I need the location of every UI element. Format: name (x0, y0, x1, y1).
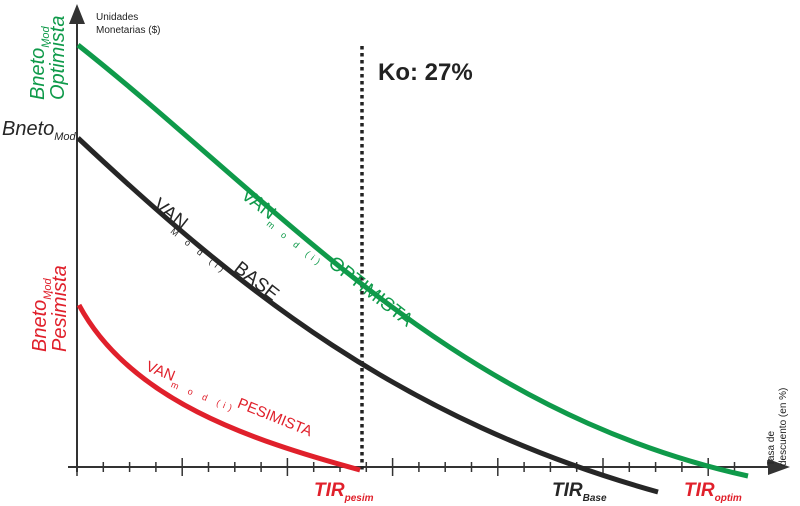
bneto-base-label: BnetoMod (2, 118, 77, 143)
tir-pesim-label: TIRpesim (314, 480, 374, 504)
ko-label: Ko: 27% (378, 59, 473, 86)
van-optimista-label: VANm o d (i)OPTIMISTA (235, 184, 417, 333)
tir-optim-label: TIRoptim (684, 480, 742, 504)
y-axis-label-line2: Monetarias ($) (96, 25, 160, 36)
svg-text:Optimista: Optimista (47, 16, 69, 100)
y-axis-arrow-icon (69, 4, 85, 24)
bneto-pesimista-label: BnetoMod Pesimista (29, 265, 71, 352)
svg-text:Tasa de: Tasa de (766, 431, 777, 466)
y-axis-label-line1: Unidades (96, 12, 138, 23)
van-pesimista-curve (76, 303, 361, 473)
bneto-optimista-label: BnetoMod Optimista (27, 16, 69, 100)
svg-text:BnetoMod: BnetoMod (27, 25, 52, 100)
van-optimista-curve (76, 43, 749, 479)
svg-text:Pesimista: Pesimista (49, 265, 71, 352)
x-axis-ticks (76, 458, 736, 476)
svg-text:descuento (en %): descuento (en %) (778, 388, 789, 466)
axes (68, 4, 790, 476)
svg-text:BnetoMod: BnetoMod (29, 277, 54, 352)
x-axis-arrow-icon (768, 459, 790, 475)
x-axis-label: Tasa de descuento (en %) (766, 388, 789, 466)
van-base-curve (76, 136, 659, 495)
van-pesimista-label: VANm o d (i)PESIMISTA (142, 358, 315, 444)
tir-base-label: TIRBase (552, 480, 607, 504)
